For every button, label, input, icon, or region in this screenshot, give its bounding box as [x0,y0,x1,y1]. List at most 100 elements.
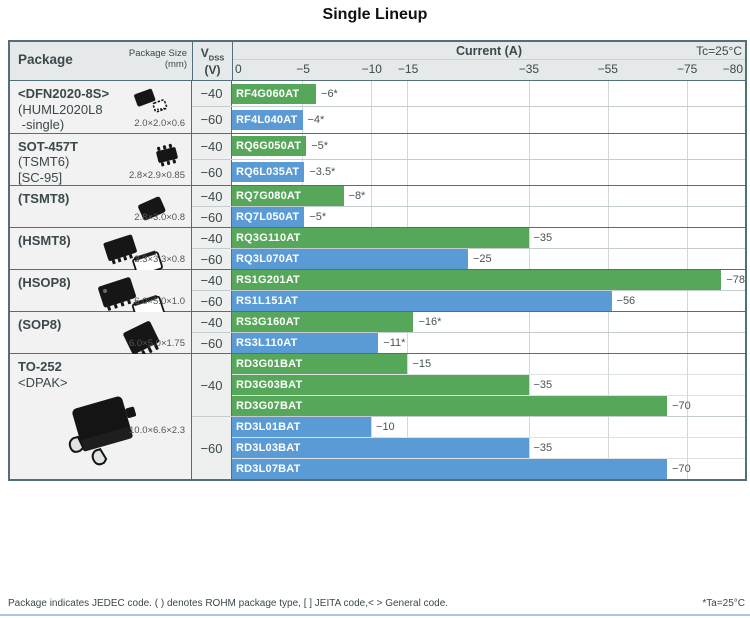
axis-gridline [528,375,530,395]
current-bar: RD3L07BAT [232,459,668,479]
vdss-value: −60 [192,107,232,133]
vdss-value: −60 [192,159,232,185]
vdss-subgroup: −40 RD3G01BAT −15 RD3G03BAT −35 RD3G07BAT −70 [192,354,745,416]
vdss-subgroup: −40 RQ6G050AT −5* [192,133,745,159]
axis-gridline [687,312,689,332]
package-name: (SOP8) [18,317,62,332]
bar-row: RF4L040AT −4* [232,107,745,133]
axis-gridline [607,186,609,206]
package-name: (TSMT8) [18,191,70,206]
bar-row: RQ6L035AT −3.5* [232,159,745,185]
axis-tick-label: −75 [676,62,698,76]
part-number-label: RF4G060AT [236,87,300,100]
axis-gridline [528,354,530,374]
current-value-label: −8* [348,190,366,202]
part-number-label: RD3G01BAT [236,358,303,370]
header-package-cell: Package Package Size (mm) [10,42,193,80]
package-alt-code: [SC-95] [18,169,63,185]
current-value-label: −4* [307,113,325,126]
axis-gridline [528,228,530,248]
package-cell: SOT-457T (TSMT6) [SC-95] 2.8×2.9×0.85 [10,133,192,185]
current-bar: RD3G07BAT [232,396,668,416]
tsmt8-chip-icon [131,192,173,229]
axis-gridline [407,354,409,374]
part-number-label: RQ7G080AT [236,190,302,202]
bar-row: RD3L07BAT −70 [232,458,745,479]
current-value-label: −35 [533,379,553,391]
bar-row: RD3L03BAT −35 [232,437,745,458]
axis-gridline [528,81,530,107]
axis-gridline [687,207,689,227]
package-group: (HSOP8) 6.0×5.0×1.0 −40 RS1G201AT −78 −60 RS1L… [10,270,745,324]
bar-row: RD3G01BAT −15 [232,354,745,374]
axis-gridline [687,228,689,248]
part-number-label: RQ6L035AT [236,166,300,179]
bar-rows: RQ7L050AT −5* [232,207,745,227]
bar-rows: RS1L151AT −56 [232,291,745,311]
axis-gridline [371,81,373,107]
chart-header: Current (A) Tc=25°C 0 −5 −10 −15 −35 −55 −75 −8… [233,42,745,80]
axis-gridline [607,417,609,437]
current-bar: RF4G060AT [232,83,317,104]
bar-row: RD3G07BAT −70 [232,395,745,416]
part-number-label: RQ7L050AT [236,211,300,223]
package-name: (HSMT8) [18,233,71,248]
package-size-column-header: Package Size (mm) [128,48,187,70]
bar-rows: RS3L110AT −11* [232,333,745,353]
group-rows: −40 RS1G201AT −78 −60 RS1L151AT −56 [192,270,745,311]
axis-gridline [607,207,609,227]
bar-row: RQ3L070AT −25 [232,249,745,269]
package-cell: <DFN2020-8S> (HUML2020L8 -single) 2.0×2.0×… [10,81,192,133]
vdss-subgroup: −60 RQ6L035AT −3.5* [192,158,745,185]
bar-row: RQ7G080AT −8* [232,186,745,206]
table-header: Package Package Size (mm) VDSS (V) Curre… [10,42,745,81]
current-value-label: −16* [418,316,442,328]
part-number-label: RS3L110AT [236,337,298,349]
axis-tick-label: −15 [397,62,419,76]
part-number-label: RD3L01BAT [236,421,301,433]
dfn-chip-icon [129,85,171,118]
package-cell: (HSOP8) 6.0×5.0×1.0 [10,270,192,324]
package-group: (SOP8) 6.0×5.0×1.75 −40 RS3G160AT −16* −60 RS3… [10,312,745,360]
bar-row: RD3L01BAT −10 [232,417,745,437]
current-value-label: −25 [472,253,492,265]
vdss-subgroup: −40 RQ3G110AT −35 [192,228,745,248]
package-size-value: 2.8×2.9×0.85 [129,170,185,181]
vdss-subgroup: −60 RQ7L050AT −5* [192,206,745,227]
group-rows: −40 RF4G060AT −6* −60 RF4L040AT −4* [192,81,745,133]
package-size-value: 2.8×3.0×0.8 [134,212,185,223]
vdss-value: −40 [192,186,232,206]
axis-gridline [607,81,609,107]
axis-gridline [528,249,530,269]
axis-gridline [407,417,409,437]
axis-gridline [687,133,689,159]
axis-gridline [687,375,689,395]
axis-gridline [687,159,689,185]
current-value-label: −35 [533,442,553,454]
current-value-label: −6* [321,87,338,100]
package-alt-code: <DPAK> [18,374,68,390]
package-name: SOT-457T [18,138,78,154]
axis-gridline [687,81,689,107]
axis-gridline [371,133,373,159]
bar-rows: RF4G060AT −6* [232,81,745,107]
vdss-value: −60 [192,207,232,227]
current-value-label: −70 [672,463,691,475]
axis-gridline [687,291,689,311]
part-number-label: RS3G160AT [236,316,300,328]
axis-gridline [607,312,609,332]
package-name: <DFN2020-8S> [18,86,110,101]
axis-gridline [607,107,609,133]
part-number-label: RD3G03BAT [236,379,303,391]
group-rows: −40 RQ6G050AT −5* −60 RQ6L035AT −3.5* [192,133,745,185]
bar-rows: RD3G01BAT −15 RD3G03BAT −35 RD3G07BAT −70 [232,354,745,416]
axis-gridline [528,186,530,206]
group-rows: −40 RQ3G110AT −35 −60 RQ3L070AT −25 [192,228,745,269]
package-size-value: 3.3×3.3×0.8 [134,254,185,265]
bar-row: RQ6G050AT −5* [232,133,745,159]
bar-row: RQ3G110AT −35 [232,228,745,248]
current-bar: RQ7L050AT [232,207,305,227]
part-number-label: RQ6G050AT [236,140,302,153]
bar-rows: RQ7G080AT −8* [232,186,745,206]
axis-gridline [528,159,530,185]
